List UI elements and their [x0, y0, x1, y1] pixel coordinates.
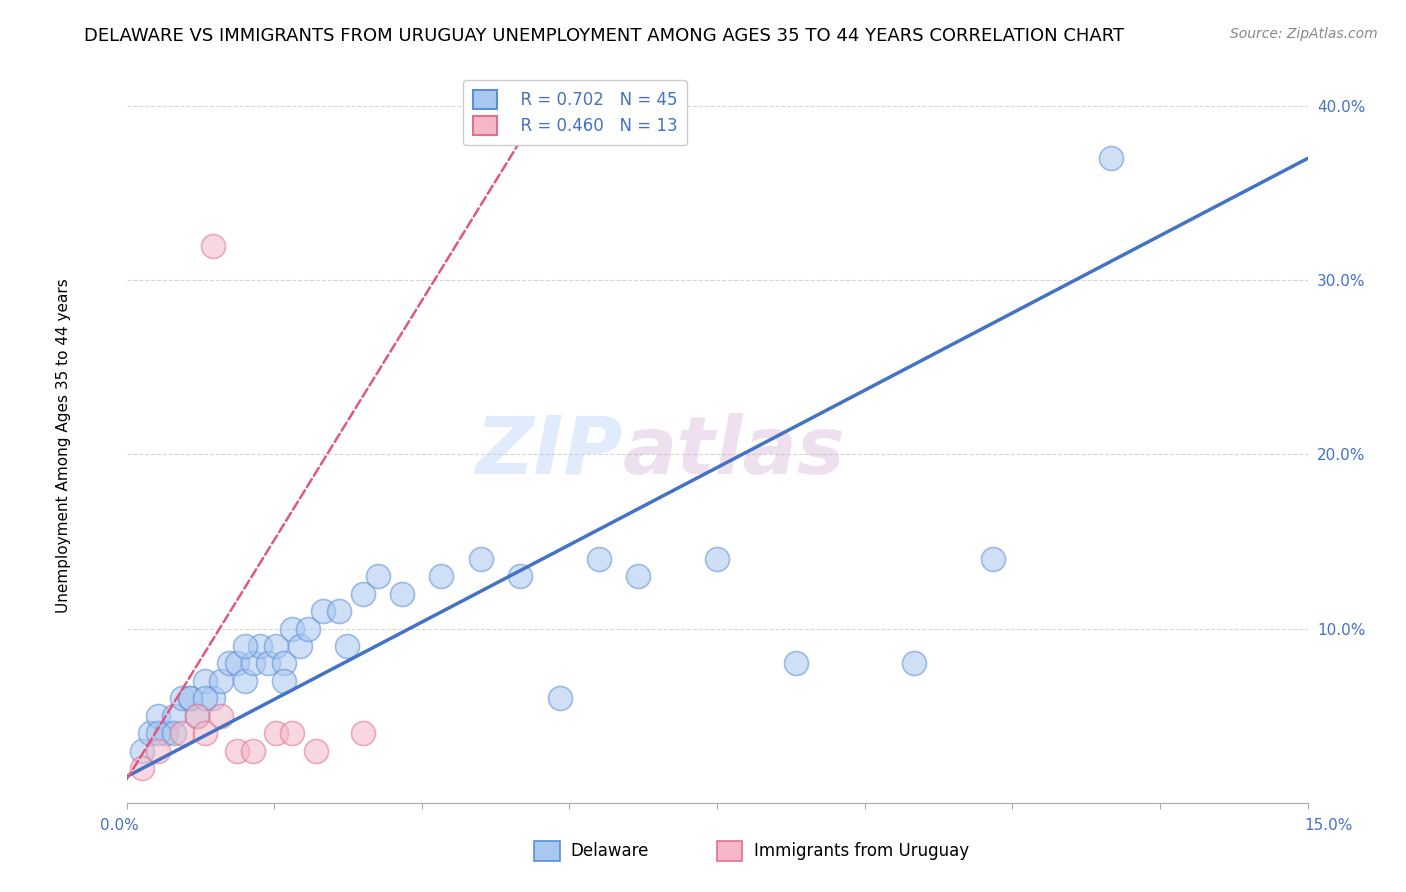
Text: Delaware: Delaware [571, 842, 650, 860]
Point [273, 673, 295, 688]
Point [336, 639, 359, 653]
Point [131, 743, 153, 757]
Point [139, 726, 162, 740]
Text: Immigrants from Uruguay: Immigrants from Uruguay [754, 842, 969, 860]
Point [367, 569, 389, 583]
Point [225, 743, 247, 757]
Point [209, 673, 232, 688]
Point [281, 726, 304, 740]
Point [170, 691, 193, 706]
Point [430, 569, 453, 583]
Text: ZIP: ZIP [475, 413, 623, 491]
Text: 0.0%: 0.0% [100, 818, 139, 832]
Point [352, 726, 374, 740]
Point [249, 639, 271, 653]
Point [194, 726, 217, 740]
Point [146, 743, 169, 757]
Point [202, 691, 225, 706]
Point [155, 726, 177, 740]
Point [297, 622, 319, 636]
Text: atlas: atlas [623, 413, 845, 491]
Point [202, 238, 225, 252]
Point [288, 639, 311, 653]
Legend:   R = 0.702   N = 45,   R = 0.460   N = 13: R = 0.702 N = 45, R = 0.460 N = 13 [463, 79, 688, 145]
Point [170, 726, 193, 740]
Text: DELAWARE VS IMMIGRANTS FROM URUGUAY UNEMPLOYMENT AMONG AGES 35 TO 44 YEARS CORRE: DELAWARE VS IMMIGRANTS FROM URUGUAY UNEM… [84, 27, 1125, 45]
Point [981, 552, 1004, 566]
Point [131, 761, 153, 775]
Point [186, 708, 208, 723]
Point [233, 639, 256, 653]
Point [304, 743, 326, 757]
Point [352, 587, 374, 601]
Point [218, 657, 240, 671]
Point [225, 657, 247, 671]
Point [470, 552, 492, 566]
Point [588, 552, 610, 566]
Point [706, 552, 728, 566]
Point [242, 657, 264, 671]
Point [179, 691, 201, 706]
Point [1099, 152, 1122, 166]
Point [264, 639, 287, 653]
Point [233, 673, 256, 688]
Point [194, 673, 217, 688]
Point [186, 708, 208, 723]
Text: Unemployment Among Ages 35 to 44 years: Unemployment Among Ages 35 to 44 years [56, 278, 70, 614]
Point [179, 691, 201, 706]
Text: Source: ZipAtlas.com: Source: ZipAtlas.com [1230, 27, 1378, 41]
Point [903, 657, 925, 671]
Text: 15.0%: 15.0% [1305, 818, 1353, 832]
Point [548, 691, 571, 706]
Point [264, 726, 287, 740]
Point [257, 657, 280, 671]
Point [146, 708, 169, 723]
Point [146, 726, 169, 740]
Point [312, 604, 335, 618]
Point [509, 569, 531, 583]
Point [163, 708, 186, 723]
Point [627, 569, 650, 583]
Point [785, 657, 807, 671]
Point [209, 708, 232, 723]
Point [163, 726, 186, 740]
Point [281, 622, 304, 636]
Point [273, 657, 295, 671]
Point [242, 743, 264, 757]
Point [328, 604, 350, 618]
Point [194, 691, 217, 706]
Point [391, 587, 413, 601]
